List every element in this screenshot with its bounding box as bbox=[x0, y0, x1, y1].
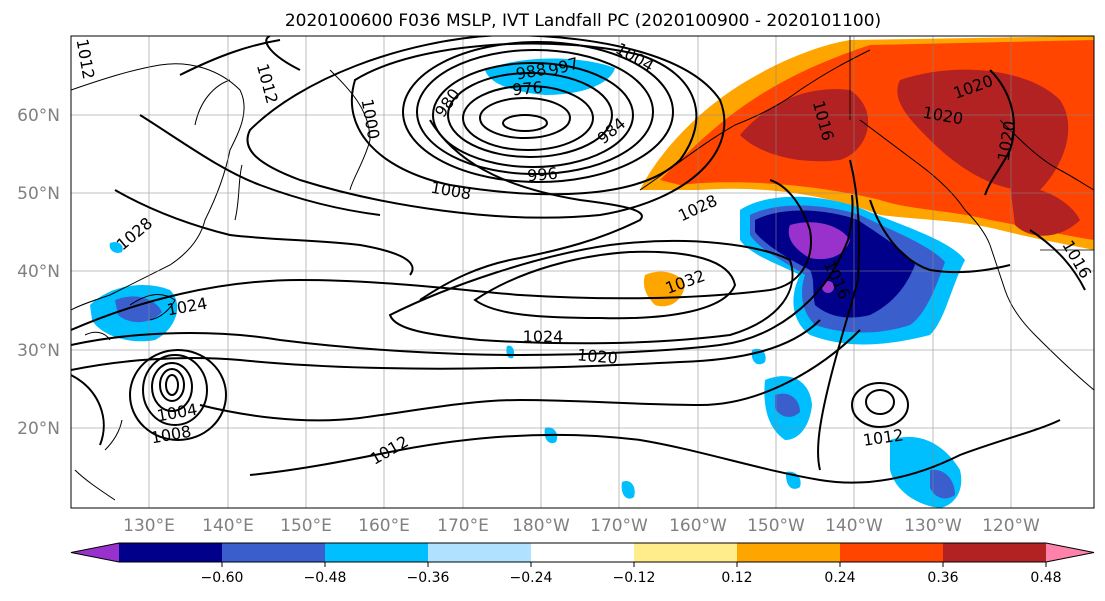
lon-label: 180°W bbox=[512, 516, 570, 536]
colorbar-segment bbox=[531, 543, 635, 562]
colorbar-tick-label: 0.24 bbox=[824, 570, 855, 586]
map-title: 2020100600 F036 MSLP, IVT Landfall PC (2… bbox=[285, 11, 881, 31]
lat-label: 60°N bbox=[17, 106, 60, 126]
contour-label: 996 bbox=[526, 164, 558, 186]
contour-label: 1024 bbox=[523, 327, 564, 346]
longitude-labels: 130°E 140°E 150°E 160°E 170°E 180°W 170°… bbox=[123, 516, 1040, 536]
lon-label: 140°W bbox=[825, 516, 883, 536]
lon-label: 130°W bbox=[904, 516, 962, 536]
colorbar-tick-label: −0.24 bbox=[510, 570, 553, 586]
colorbar-extend-max bbox=[1046, 543, 1094, 562]
lon-label: 170°W bbox=[590, 516, 648, 536]
colorbar-segment bbox=[428, 543, 532, 562]
colorbar-tick-label: 0.48 bbox=[1030, 570, 1061, 586]
lat-label: 40°N bbox=[17, 262, 60, 282]
colorbar-segment bbox=[325, 543, 429, 562]
colorbar-segment bbox=[634, 543, 738, 562]
contour-label: 1020 bbox=[576, 345, 618, 367]
colorbar: −0.60 −0.48 −0.36 −0.24 −0.12 0.12 0.24 0.36 0.4… bbox=[70, 542, 1095, 586]
lon-label: 160°W bbox=[669, 516, 727, 536]
colorbar-segment bbox=[222, 543, 326, 562]
colorbar-segment bbox=[119, 543, 223, 562]
colorbar-tick-label: −0.48 bbox=[304, 570, 347, 586]
colorbar-tick-label: −0.12 bbox=[613, 570, 656, 586]
colorbar-extend-min bbox=[71, 543, 119, 562]
lon-label: 160°E bbox=[358, 516, 410, 536]
colorbar-outline bbox=[70, 542, 1095, 563]
lat-label: 30°N bbox=[17, 341, 60, 361]
mslp-isobars bbox=[71, 36, 1086, 484]
colorbar-segment bbox=[840, 543, 944, 562]
colorbar-tick-label: −0.36 bbox=[407, 570, 450, 586]
colorbar-segment bbox=[737, 543, 841, 562]
coastlines bbox=[71, 49, 1094, 501]
colorbar-tick-label: −0.60 bbox=[201, 570, 244, 586]
lon-label: 140°E bbox=[202, 516, 254, 536]
lat-label: 20°N bbox=[17, 419, 60, 439]
lat-label: 50°N bbox=[17, 184, 60, 204]
colorbar-segment bbox=[943, 543, 1047, 562]
lon-label: 150°W bbox=[747, 516, 805, 536]
political-borders bbox=[849, 36, 1094, 251]
map-frame bbox=[70, 35, 1095, 509]
lon-label: 130°E bbox=[123, 516, 175, 536]
lon-label: 150°E bbox=[280, 516, 332, 536]
colorbar-tick-label: 0.36 bbox=[927, 570, 958, 586]
lon-label: 170°E bbox=[437, 516, 489, 536]
colorbar-tick-label: 0.12 bbox=[721, 570, 752, 586]
contour-label: 976 bbox=[511, 78, 543, 100]
latitude-labels: 60°N 50°N 40°N 30°N 20°N bbox=[17, 106, 60, 439]
lon-label: 120°W bbox=[982, 516, 1040, 536]
map-area: 1012 1012 1000 988 980 976 997 1004 984 … bbox=[71, 36, 1094, 508]
